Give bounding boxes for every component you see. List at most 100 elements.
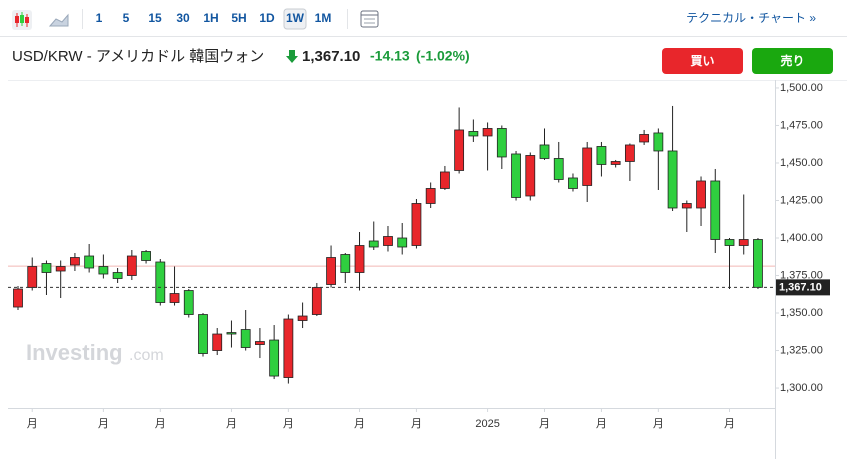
- x-tick-label: 月: [596, 418, 607, 430]
- x-tick-label: 月: [539, 418, 550, 430]
- interval-button[interactable]: 1W: [286, 11, 305, 25]
- x-tick-label: 月: [724, 418, 735, 430]
- active-interval-bg[interactable]: [283, 8, 307, 30]
- interval-button[interactable]: 5: [123, 11, 130, 25]
- candle-body: [283, 318, 294, 378]
- watermark-suffix: .com: [129, 347, 164, 364]
- interval-button[interactable]: 30: [176, 11, 190, 25]
- candle-body: [639, 134, 650, 143]
- candle-body: [240, 329, 251, 348]
- candle-body: [653, 132, 664, 152]
- candle-body: [297, 315, 308, 321]
- interval-button[interactable]: 1M: [315, 11, 332, 25]
- candle-body: [354, 245, 365, 273]
- y-tick-label: 1,500.00: [780, 82, 823, 94]
- candle-body: [169, 293, 180, 303]
- x-tick-label: 月: [354, 418, 365, 430]
- candle-body: [496, 128, 507, 158]
- x-tick-label: 月: [27, 418, 38, 430]
- change: -14.13: [370, 48, 410, 64]
- candle-body: [41, 263, 52, 273]
- buy-button[interactable]: [662, 48, 743, 74]
- y-tick-label: 1,425.00: [780, 194, 823, 206]
- candle-body: [553, 158, 564, 180]
- candle-body: [141, 251, 151, 261]
- watermark-brand: Investing: [26, 340, 123, 365]
- y-tick-label: 1,400.00: [780, 232, 823, 244]
- candle-body: [667, 150, 678, 209]
- candle-body: [710, 180, 721, 240]
- candle-body: [696, 180, 706, 209]
- candle-body: [340, 254, 351, 273]
- x-tick-label: 月: [98, 418, 109, 430]
- candle-body: [425, 188, 436, 204]
- candle-body: [511, 153, 521, 198]
- candle-body: [226, 332, 237, 335]
- candle-body: [582, 147, 593, 186]
- candle-body: [681, 203, 692, 209]
- price: 1,367.10: [302, 48, 360, 65]
- candle-body: [212, 333, 223, 351]
- candle-body: [568, 177, 578, 189]
- interval-button[interactable]: 5H: [231, 11, 246, 25]
- x-tick-label: 月: [226, 418, 237, 430]
- down-arrow: [286, 50, 298, 63]
- indicator-icon[interactable]: [360, 10, 379, 28]
- candle-body: [411, 203, 422, 246]
- candle-body: [397, 237, 408, 248]
- candle-body: [468, 131, 479, 137]
- candle-body: [311, 287, 322, 315]
- instrument-title: USD/KRW - アメリカドル 韓国ウォン: [12, 48, 264, 65]
- technical-chart-link[interactable]: テクニカル・チャート »: [686, 11, 816, 25]
- interval-button[interactable]: 1D: [259, 11, 275, 25]
- interval-button[interactable]: 1: [96, 11, 103, 25]
- candle-body: [610, 161, 621, 165]
- candle-body: [539, 144, 550, 159]
- interval-button[interactable]: 1H: [203, 11, 218, 25]
- candle-icon[interactable]: [12, 10, 32, 30]
- candle-body: [198, 314, 208, 354]
- candle-body: [326, 257, 336, 285]
- y-tick-label: 1,475.00: [780, 119, 823, 131]
- sell-button[interactable]: [752, 48, 833, 74]
- candle-body: [724, 239, 735, 246]
- candle-body: [27, 266, 38, 288]
- candle-body: [439, 171, 450, 189]
- candle-body: [55, 266, 66, 272]
- candle-body: [596, 146, 607, 165]
- candle-body: [454, 129, 465, 171]
- candle-body: [753, 239, 763, 288]
- candle-body: [155, 261, 166, 303]
- candle-body: [13, 288, 23, 308]
- candle-body: [112, 272, 123, 279]
- y-tick-label: 1,450.00: [780, 157, 823, 169]
- candle-body: [368, 240, 379, 248]
- x-tick-label: 月: [283, 418, 294, 430]
- current-price-badge: [776, 279, 830, 296]
- candle-body: [624, 144, 635, 162]
- candle-body: [98, 266, 109, 275]
- candle-body: [255, 341, 265, 345]
- y-tick-label: 1,325.00: [780, 344, 823, 356]
- x-tick-label: 月: [411, 418, 422, 430]
- x-tick-label: 月: [653, 418, 664, 430]
- y-tick-label: 1,350.00: [780, 307, 823, 319]
- interval-button[interactable]: 15: [148, 11, 162, 25]
- current-price-label: 1,367.10: [779, 281, 822, 293]
- y-tick-label: 1,375.00: [780, 269, 823, 281]
- buy-label[interactable]: 買い: [690, 54, 714, 68]
- candle-body: [84, 255, 95, 269]
- area-icon[interactable]: [48, 13, 69, 27]
- sell-label[interactable]: 売り: [780, 53, 804, 68]
- candle-body: [525, 155, 536, 197]
- candle-body: [482, 128, 493, 137]
- candle-body: [383, 236, 393, 246]
- candle-body: [70, 257, 80, 266]
- x-tick-label: 月: [155, 418, 166, 430]
- x-tick-label: 2025: [475, 418, 499, 430]
- y-tick-label: 1,300.00: [780, 382, 823, 394]
- candle-body: [738, 239, 749, 246]
- candle-body: [269, 339, 280, 377]
